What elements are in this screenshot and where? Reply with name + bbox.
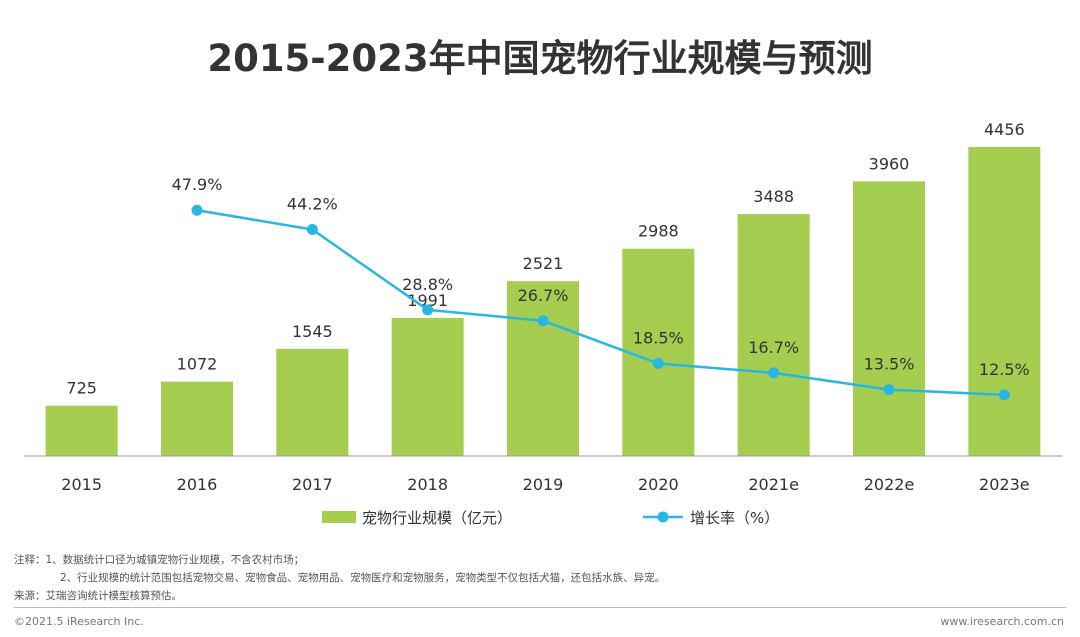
bar-2021e (737, 214, 810, 456)
bar-2018 (391, 317, 464, 456)
bar-label-2022e: 3960 (869, 154, 910, 173)
growth-point-2022e (883, 384, 895, 396)
growth-label-2017: 44.2% (287, 195, 338, 214)
x-tick-2020: 2020 (638, 475, 679, 494)
x-tick-2023e: 2023e (979, 475, 1030, 494)
growth-point-2020 (652, 358, 664, 370)
growth-label-2019: 26.7% (518, 286, 569, 305)
footer-divider (14, 607, 1066, 608)
bar-label-2017: 1545 (292, 322, 333, 341)
chart-title: 2015-2023年中国宠物行业规模与预测 (207, 37, 873, 80)
legend-line-label: 增长率（%） (690, 509, 779, 527)
bar-2020 (622, 248, 695, 456)
bar-label-2016: 1072 (177, 355, 218, 374)
bar-2016 (161, 381, 233, 456)
x-tick-2017: 2017 (292, 475, 333, 494)
bar-label-2021e: 3488 (753, 187, 794, 206)
growth-label-2023e: 12.5% (979, 360, 1030, 379)
chart: 725 2015 1072 2016 1545 2017 1991 2018 2521 2019 2… (24, 120, 1062, 527)
legend-line-marker (657, 511, 669, 523)
bar-2023e (968, 146, 1041, 456)
x-tick-2015: 2015 (61, 475, 102, 494)
growth-point-2019 (537, 315, 549, 327)
growth-point-2018 (422, 304, 434, 316)
website-link[interactable]: www.iresearch.com.cn (940, 615, 1064, 628)
bar-2022e (853, 181, 925, 457)
note-line-2: 2、行业规模的统计范围包括宠物交易、宠物食品、宠物用品、宠物医疗和宠物服务，宠物… (60, 572, 666, 584)
bar-label-2020: 2988 (638, 222, 679, 241)
growth-point-2017 (306, 224, 318, 236)
legend-bar-label: 宠物行业规模（亿元） (362, 509, 512, 527)
bar-2015 (45, 405, 118, 456)
growth-label-2021e: 16.7% (748, 338, 799, 357)
growth-label-2020: 18.5% (633, 329, 684, 348)
growth-point-2021e (768, 367, 780, 379)
growth-label-2022e: 13.5% (864, 355, 915, 374)
bar-label-2019: 2521 (523, 254, 564, 273)
note-line-1: 注释：1、数据统计口径为城镇宠物行业规模，不含农村市场； (14, 554, 305, 566)
x-tick-2022e: 2022e (864, 475, 915, 494)
copyright: ©2021.5 iResearch Inc. (14, 615, 144, 628)
x-tick-2021e: 2021e (748, 475, 799, 494)
bar-label-2023e: 4456 (984, 120, 1025, 139)
bar-2017 (276, 348, 349, 456)
x-tick-2016: 2016 (177, 475, 218, 494)
growth-point-2016 (191, 204, 203, 216)
x-tick-2019: 2019 (523, 475, 564, 494)
bar-label-2018: 1991 (407, 291, 448, 310)
growth-point-2023e (998, 389, 1010, 401)
source-note: 来源：艾瑞咨询统计模型核算预估。 (14, 590, 182, 602)
legend-bar-swatch (322, 511, 356, 523)
growth-label-2016: 47.9% (172, 175, 223, 194)
growth-line (196, 209, 1005, 397)
bar-label-2015: 725 (66, 379, 97, 398)
x-tick-2018: 2018 (407, 475, 448, 494)
growth-label-2018: 28.8% (402, 275, 453, 294)
bar-2019 (507, 281, 579, 456)
